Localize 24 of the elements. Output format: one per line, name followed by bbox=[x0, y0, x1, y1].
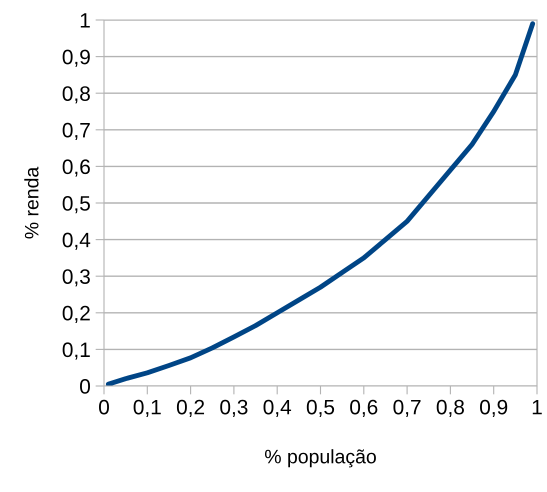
y-tick-label: 0,2 bbox=[62, 306, 90, 324]
x-tick-label: 1 bbox=[532, 400, 542, 414]
x-tick-label: 0,2 bbox=[176, 400, 204, 417]
x-tick-label: 0,3 bbox=[220, 400, 248, 417]
y-tick-label: 0,7 bbox=[62, 122, 90, 140]
x-tick-label: 0,1 bbox=[134, 400, 161, 417]
y-tick-label: 0,4 bbox=[62, 232, 90, 250]
y-tick-label: 0,6 bbox=[62, 159, 90, 177]
x-tick-label: 0 bbox=[99, 400, 109, 414]
x-tick-label: 0,6 bbox=[350, 400, 378, 417]
x-tick-label: 0,9 bbox=[480, 400, 508, 417]
y-tick-label: 0,5 bbox=[62, 196, 90, 214]
x-tick-label: 0,7 bbox=[393, 400, 421, 417]
y-tick-label: 0,9 bbox=[62, 50, 90, 67]
x-tick-label: 0,5 bbox=[306, 400, 334, 417]
y-tick-label: 1 bbox=[80, 13, 90, 28]
y-tick-label: 0,8 bbox=[62, 86, 90, 104]
x-tick-label: 0,8 bbox=[436, 400, 464, 417]
y-tick-label: 0,3 bbox=[62, 269, 90, 286]
y-tick-label: 0 bbox=[80, 379, 90, 394]
y-tick-label: 0,1 bbox=[62, 342, 90, 360]
x-tick-label: 0,4 bbox=[264, 400, 292, 417]
x-axis-title: % população bbox=[264, 449, 376, 468]
y-axis-title: % renda bbox=[24, 166, 39, 239]
